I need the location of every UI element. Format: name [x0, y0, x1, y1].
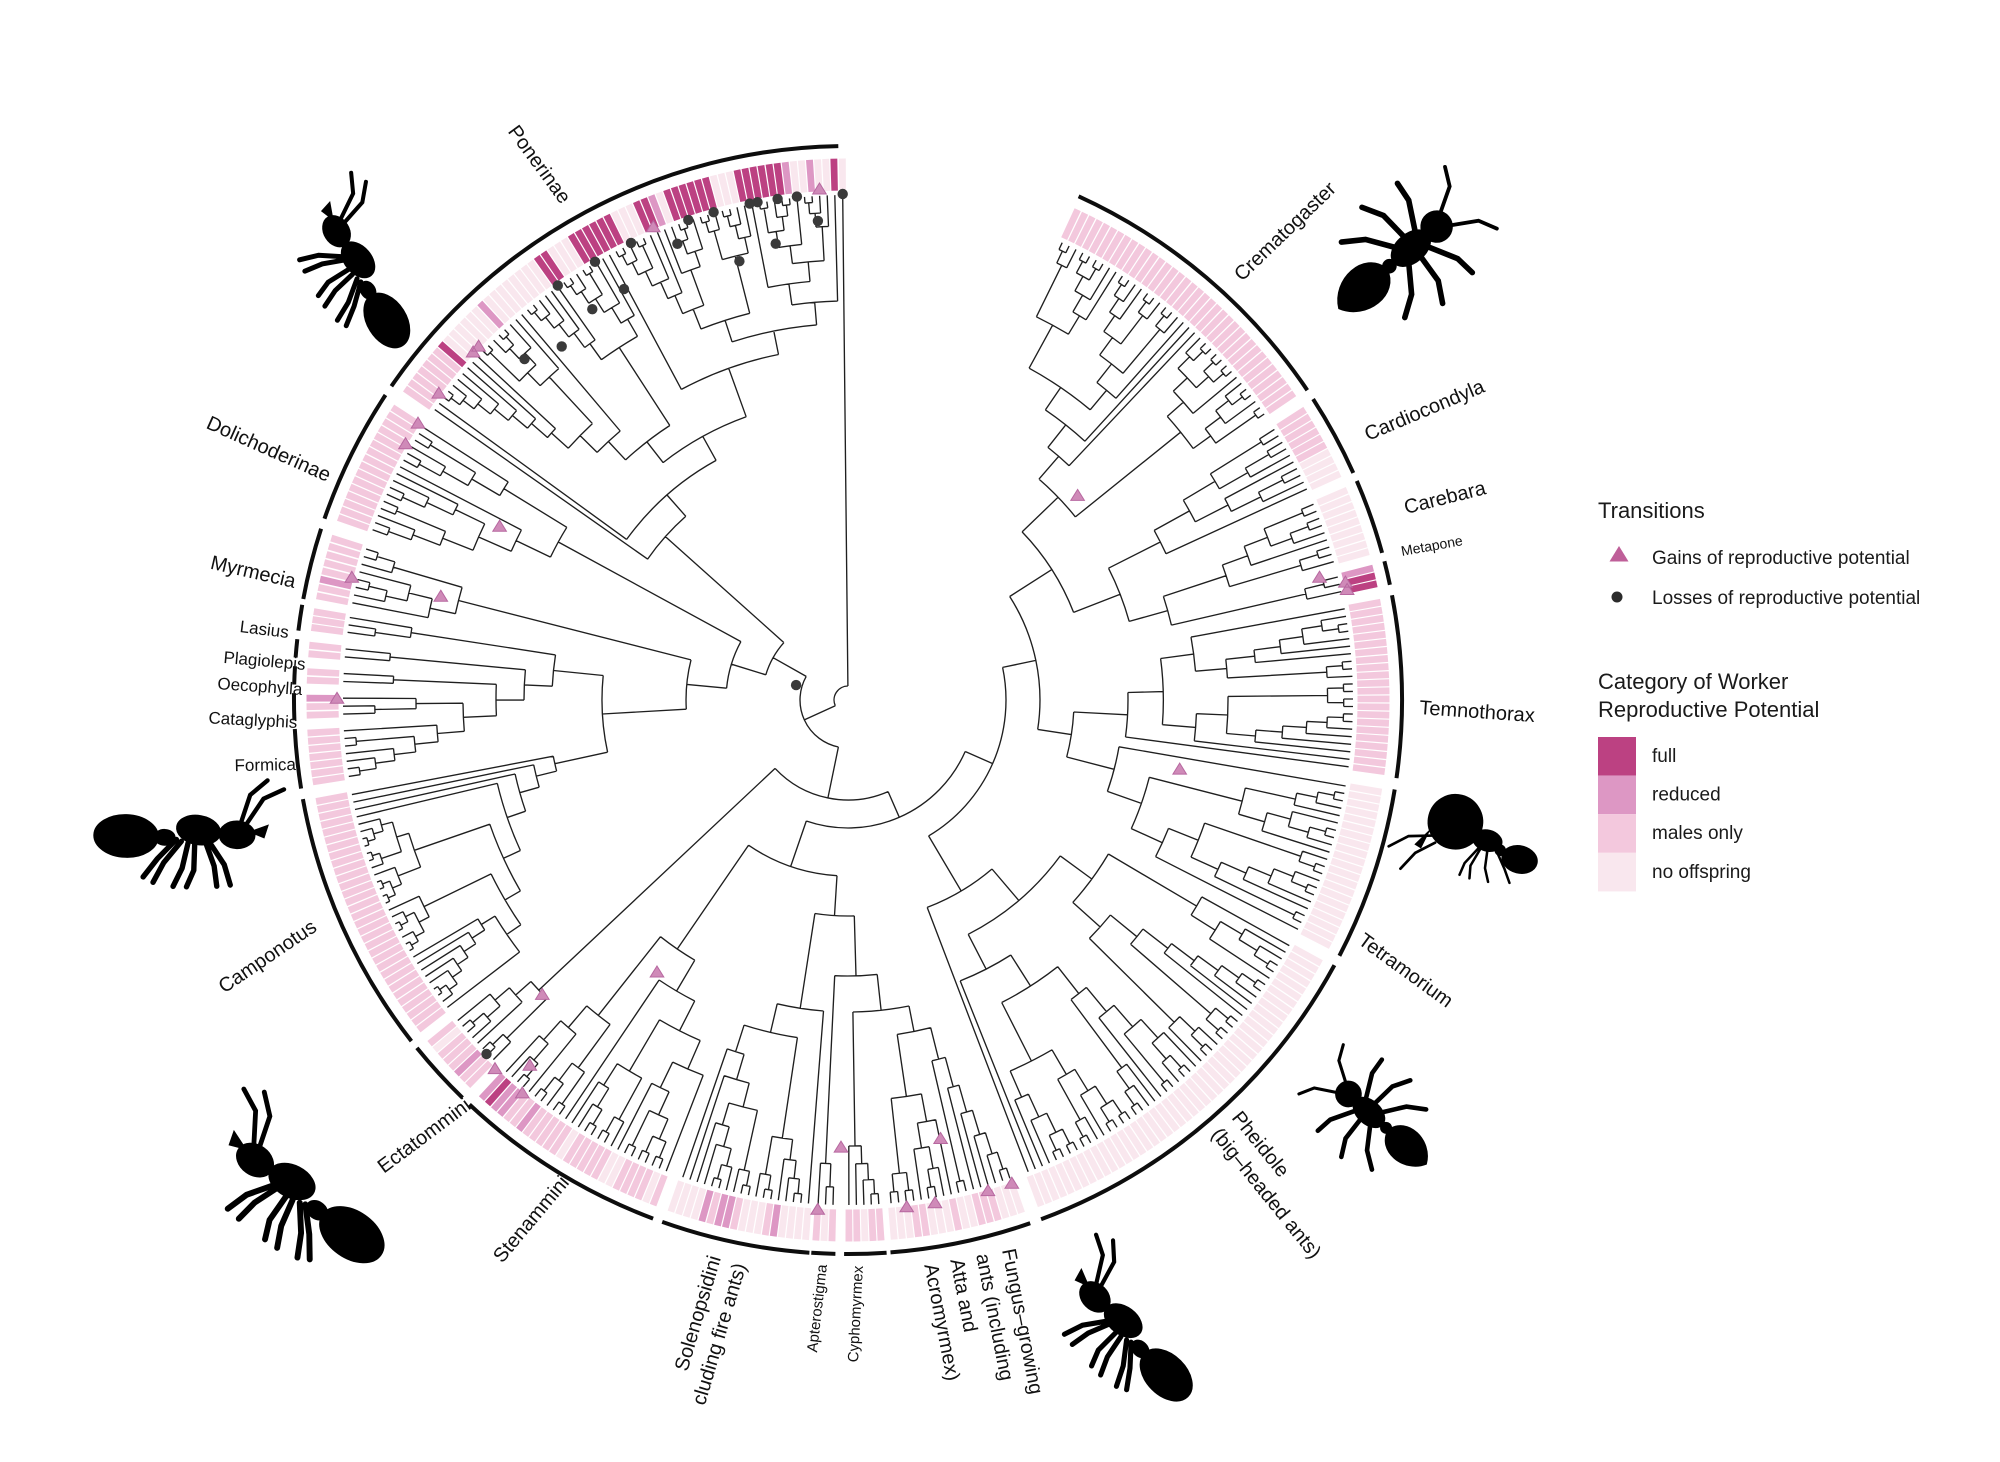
- svg-text:Category of Worker: Category of Worker: [1598, 669, 1788, 694]
- svg-text:Cyphomyrmex: Cyphomyrmex: [845, 1265, 867, 1363]
- svg-text:Formica: Formica: [234, 755, 296, 775]
- svg-text:Losses of reproductive potenti: Losses of reproductive potential: [1652, 588, 1920, 609]
- svg-text:Reproductive Potential: Reproductive Potential: [1598, 697, 1819, 722]
- svg-text:reduced: reduced: [1652, 785, 1721, 806]
- svg-text:Cataglyphis: Cataglyphis: [208, 708, 298, 732]
- svg-text:males only: males only: [1652, 823, 1743, 844]
- svg-text:Transitions: Transitions: [1598, 498, 1705, 523]
- svg-text:Gains of reproductive potentia: Gains of reproductive potential: [1652, 548, 1910, 569]
- svg-text:no offspring: no offspring: [1652, 862, 1751, 883]
- svg-text:full: full: [1652, 746, 1676, 767]
